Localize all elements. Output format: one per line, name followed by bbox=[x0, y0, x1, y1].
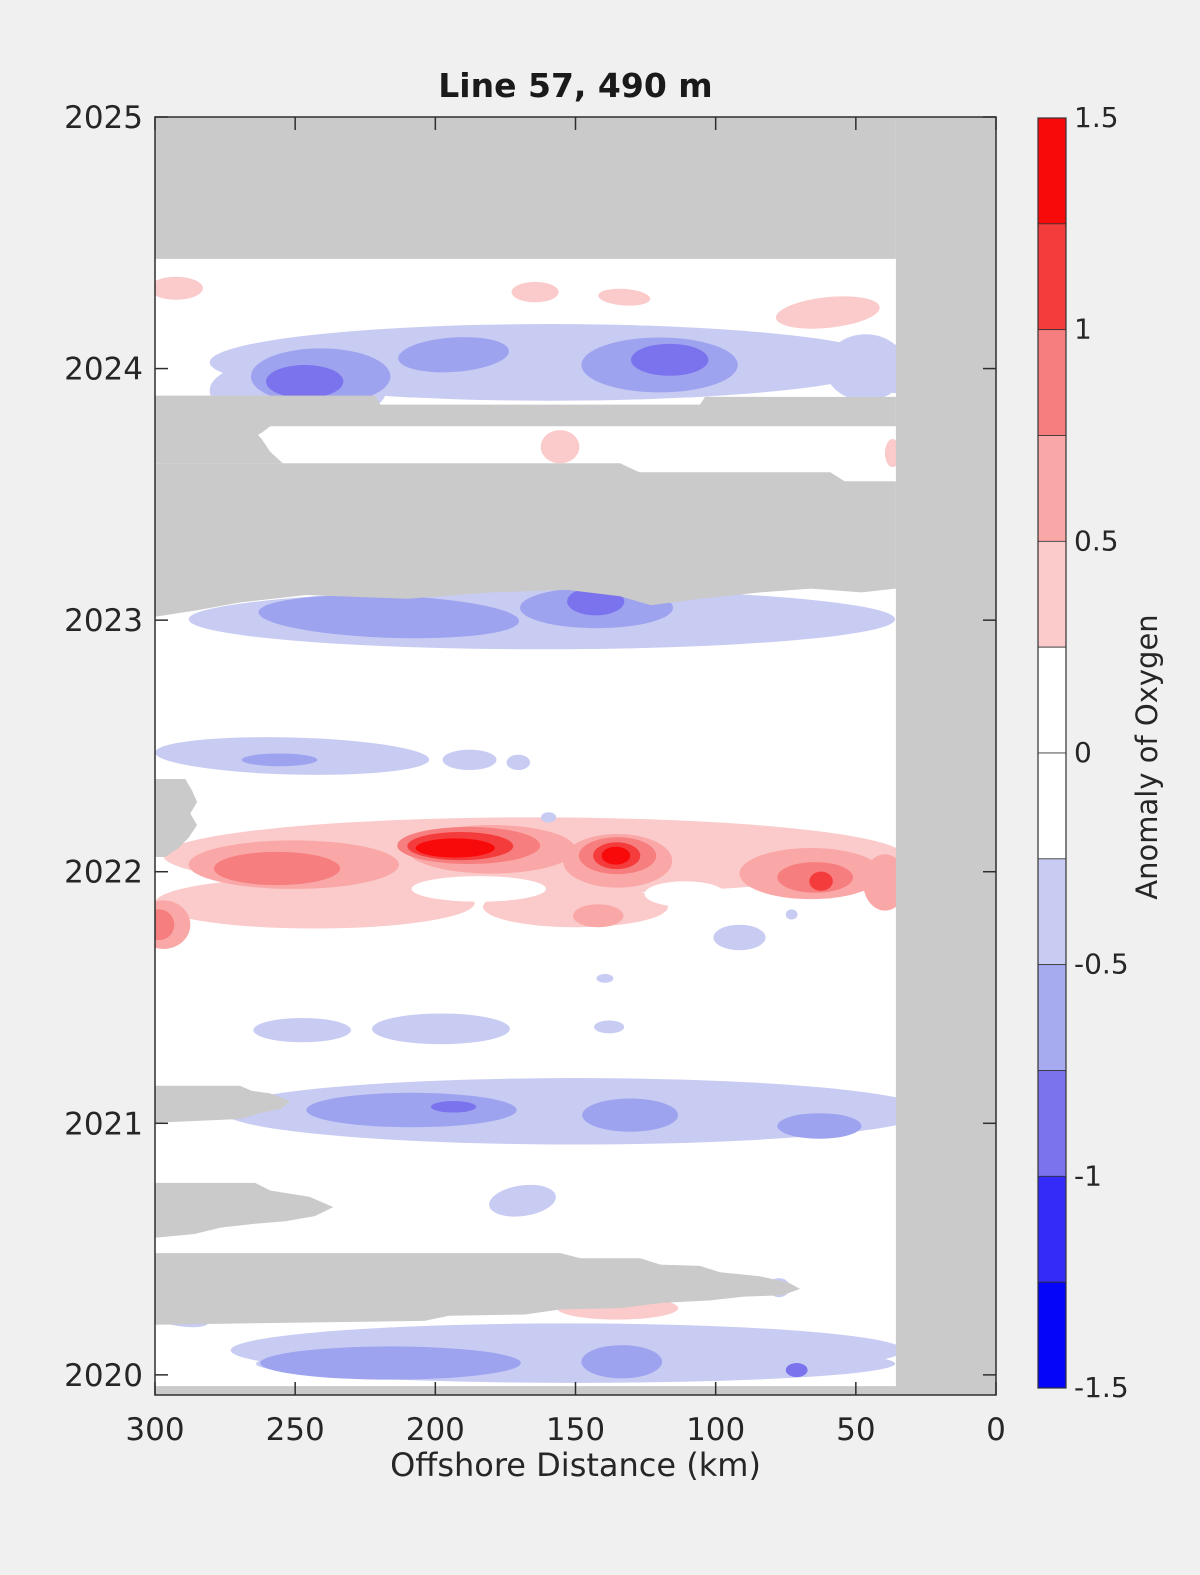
anomaly-patch bbox=[582, 1098, 679, 1132]
anomaly-patch bbox=[155, 877, 475, 929]
colorbar-tick-label: 0 bbox=[1074, 736, 1092, 769]
anomaly-patch bbox=[598, 288, 651, 306]
x-tick-label: 50 bbox=[836, 1412, 875, 1448]
anomaly-patch bbox=[155, 909, 175, 941]
y-tick-label: 2023 bbox=[64, 603, 143, 639]
anomaly-patch bbox=[253, 1017, 351, 1043]
chart-title: Line 57, 490 m bbox=[438, 66, 713, 105]
colorbar-tick-label: -1.5 bbox=[1074, 1371, 1129, 1404]
anomaly-patch bbox=[241, 753, 318, 767]
colorbar-segment bbox=[1037, 329, 1067, 436]
colorbar-frame bbox=[1037, 117, 1067, 1389]
colorbar-segment bbox=[1037, 646, 1067, 754]
no-data-region bbox=[155, 1253, 800, 1325]
x-tick-label: 100 bbox=[686, 1412, 745, 1448]
colorbar-segment bbox=[1037, 1175, 1067, 1283]
no-data-region bbox=[155, 426, 283, 464]
colorbar-segment bbox=[1037, 858, 1067, 966]
anomaly-patch bbox=[430, 1101, 477, 1113]
anomaly-patch bbox=[506, 754, 531, 771]
anomaly-patch bbox=[594, 1020, 625, 1034]
anomaly-patch bbox=[411, 876, 547, 902]
colorbar-segment bbox=[1037, 435, 1067, 542]
no-data-region bbox=[155, 117, 896, 259]
y-tick-label: 2025 bbox=[64, 100, 143, 136]
x-tick-label: 200 bbox=[406, 1412, 465, 1448]
anomaly-patch bbox=[398, 337, 509, 373]
colorbar-tick-label: -0.5 bbox=[1074, 948, 1129, 981]
anomaly-patch bbox=[809, 871, 833, 891]
anomaly-patch bbox=[541, 812, 557, 823]
y-tick-label: 2020 bbox=[64, 1358, 143, 1394]
anomaly-patch bbox=[785, 1363, 808, 1378]
x-tick-label: 150 bbox=[546, 1412, 605, 1448]
anomaly-patch bbox=[489, 1184, 556, 1217]
anomaly-patch bbox=[581, 1345, 663, 1379]
no-data-region bbox=[155, 1182, 334, 1238]
anomaly-patch bbox=[777, 1113, 862, 1139]
x-tick-label: 0 bbox=[986, 1412, 1006, 1448]
colorbar-segment bbox=[1037, 540, 1067, 648]
colorbar-label-text: Anomaly of Oxygen bbox=[1130, 614, 1164, 900]
anomaly-patch bbox=[260, 1346, 521, 1380]
colorbar-segment bbox=[1037, 752, 1067, 860]
anomaly-patch bbox=[601, 846, 631, 865]
colorbar-segment bbox=[1037, 117, 1067, 225]
y-tick-label: 2024 bbox=[64, 352, 143, 388]
anomaly-patch bbox=[511, 281, 559, 303]
no-data-regions bbox=[155, 117, 996, 1395]
anomaly-patch bbox=[713, 924, 766, 951]
colorbar-tick-label: -1 bbox=[1074, 1159, 1102, 1192]
no-data-region bbox=[155, 463, 896, 617]
anomaly-patch bbox=[775, 296, 880, 329]
x-axis-label: Offshore Distance (km) bbox=[390, 1446, 761, 1484]
anomaly-patch bbox=[644, 881, 726, 907]
no-data-region bbox=[155, 1085, 291, 1123]
anomaly-patch bbox=[258, 595, 520, 639]
anomaly-patch bbox=[415, 838, 495, 858]
no-data-region bbox=[895, 117, 996, 1395]
colorbar-tick-label: 1.5 bbox=[1074, 101, 1119, 134]
anomaly-patch bbox=[631, 343, 709, 376]
colorbar-tick-label: 1 bbox=[1074, 313, 1092, 346]
anomaly-patch bbox=[213, 851, 341, 886]
anomaly-patch bbox=[371, 1013, 510, 1045]
y-tick-label: 2022 bbox=[64, 855, 143, 891]
anomaly-patch bbox=[266, 364, 344, 399]
anomaly-patch bbox=[572, 904, 624, 928]
anomaly-patch bbox=[155, 276, 203, 300]
x-tick-label: 250 bbox=[266, 1412, 325, 1448]
anomaly-patch bbox=[785, 909, 798, 920]
anomaly-patch bbox=[442, 749, 497, 771]
colorbar-segment bbox=[1037, 1281, 1067, 1389]
colorbar-segment bbox=[1037, 1070, 1067, 1177]
y-tick-label: 2021 bbox=[64, 1106, 143, 1142]
no-data-region bbox=[155, 395, 896, 440]
colorbar-segment bbox=[1037, 223, 1067, 331]
anomaly-patch bbox=[306, 1092, 517, 1128]
no-data-region bbox=[155, 779, 198, 857]
anomaly-patch bbox=[596, 973, 614, 983]
colorbar-tick-label: 0.5 bbox=[1074, 524, 1119, 557]
colorbar-segment bbox=[1037, 964, 1067, 1071]
x-tick-label: 300 bbox=[125, 1412, 184, 1448]
anomaly-patch bbox=[540, 430, 580, 464]
